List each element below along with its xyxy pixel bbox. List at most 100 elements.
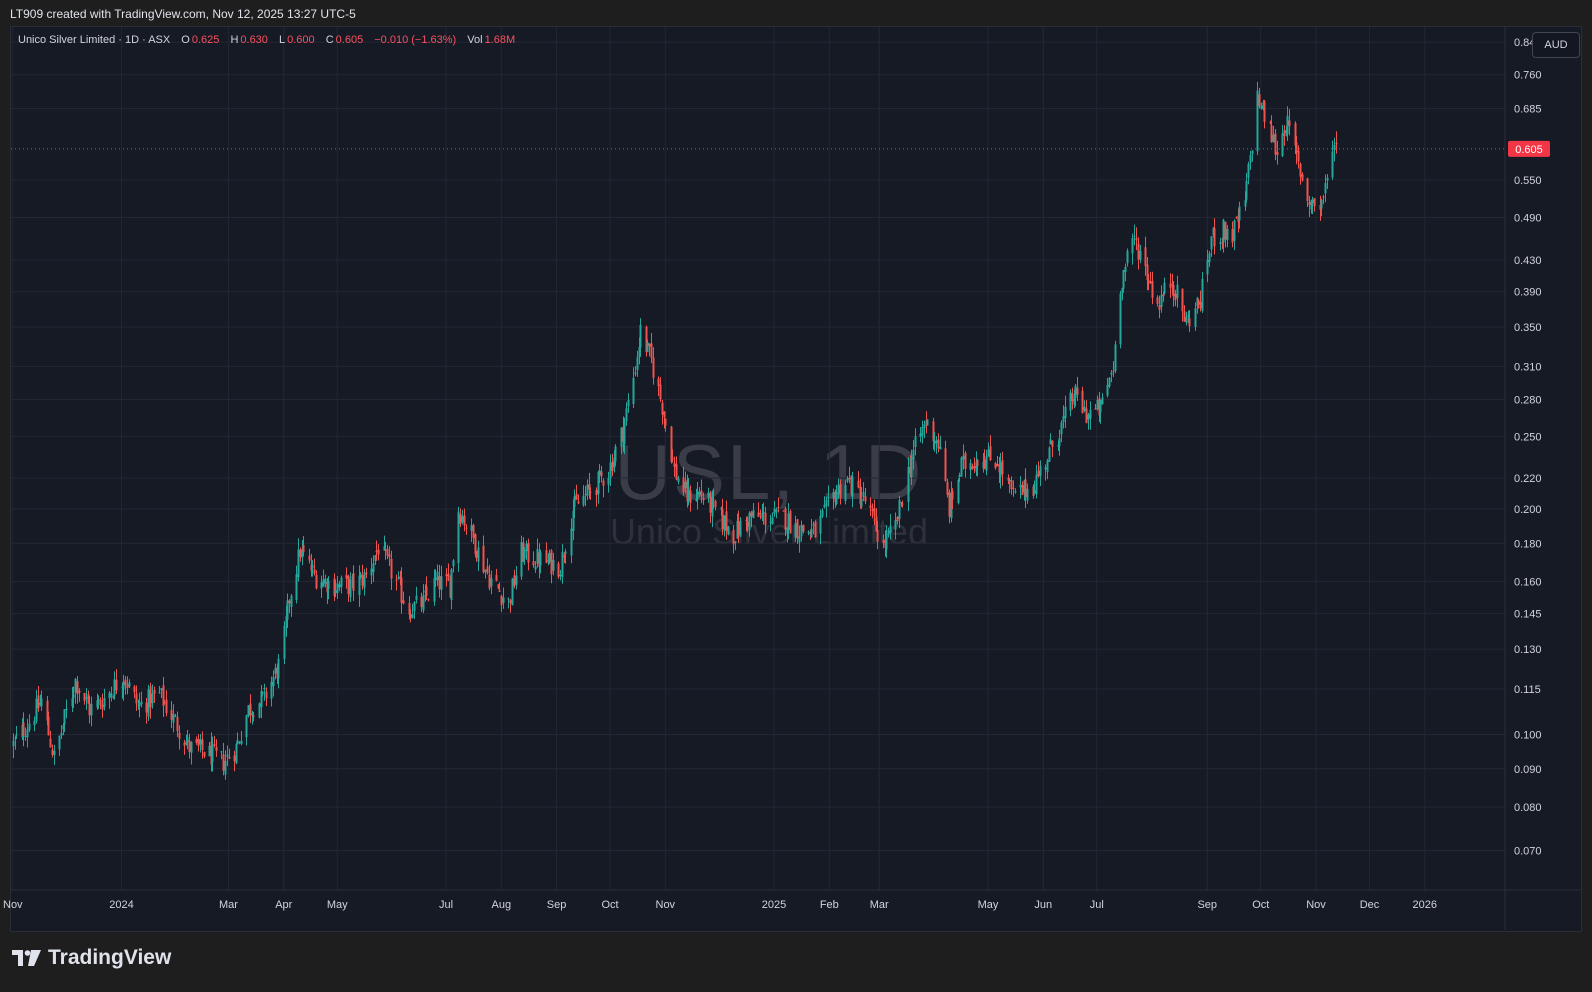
candle-body xyxy=(1069,392,1072,411)
x-tick-label: Mar xyxy=(870,899,889,911)
y-tick-label: 0.080 xyxy=(1514,802,1542,814)
candle-body xyxy=(589,491,592,493)
candle-body xyxy=(457,511,460,564)
candle-body xyxy=(1274,133,1277,155)
candle-body xyxy=(1288,120,1291,127)
candle-body xyxy=(461,516,464,523)
candle-body xyxy=(1035,474,1038,495)
candle-body xyxy=(650,343,653,359)
candle-body xyxy=(759,512,762,515)
candle-body xyxy=(334,590,337,594)
candle-body xyxy=(185,741,188,745)
candle-body xyxy=(572,510,575,531)
candle-body xyxy=(1201,278,1204,311)
candle-body xyxy=(135,693,138,704)
candle-body xyxy=(188,740,191,753)
candle-body xyxy=(520,541,523,577)
candle-body xyxy=(1060,422,1063,435)
x-tick-label: Oct xyxy=(1252,899,1269,911)
candle-body xyxy=(286,600,289,620)
x-tick-label: Jul xyxy=(439,899,453,911)
candle-body xyxy=(1172,284,1175,297)
candle-body xyxy=(1110,372,1113,375)
candle-body xyxy=(732,529,735,545)
currency-button[interactable]: AUD xyxy=(1532,32,1580,58)
legend-low-value: 0.600 xyxy=(287,34,315,46)
candle-body xyxy=(477,547,480,562)
candle-body xyxy=(46,700,49,721)
symbol-legend[interactable]: Unico Silver Limited · 1D · ASX O 0.625 H… xyxy=(18,34,523,46)
candle-body xyxy=(714,500,717,508)
candle-body xyxy=(577,501,580,504)
candle-body xyxy=(882,540,885,543)
x-tick-label: May xyxy=(978,899,999,911)
legend-volume-value: 1.68M xyxy=(484,34,516,46)
candle-body xyxy=(948,492,951,517)
candle-body xyxy=(712,499,715,501)
candle-body xyxy=(689,490,692,504)
candle-body xyxy=(1048,447,1051,462)
candle-body xyxy=(964,452,967,469)
candle-body xyxy=(575,493,578,500)
candle-body xyxy=(1051,440,1054,447)
candle-body xyxy=(1106,384,1109,396)
candle-body xyxy=(545,550,548,564)
candle-body xyxy=(390,558,393,579)
legend-open-value: 0.625 xyxy=(191,34,220,46)
candle-body xyxy=(445,574,448,576)
grid-lines xyxy=(11,27,1581,930)
candle-body xyxy=(252,715,255,718)
candle-body xyxy=(1208,253,1211,263)
candle-body xyxy=(422,594,425,611)
candle-body xyxy=(1146,264,1149,280)
candle-body xyxy=(827,496,830,498)
tradingview-logo[interactable]: TradingView xyxy=(12,946,171,970)
candle-body xyxy=(488,574,491,589)
candle-body xyxy=(447,573,450,581)
candle-body xyxy=(632,377,635,404)
candle-body xyxy=(777,507,780,509)
candle-body xyxy=(857,480,860,488)
legend-symbol[interactable]: Unico Silver Limited · 1D · ASX xyxy=(18,34,171,46)
candle-body xyxy=(297,549,300,577)
candle-body xyxy=(994,463,997,469)
candle-body xyxy=(440,576,443,590)
candle-body xyxy=(386,549,389,556)
candle-body xyxy=(383,546,386,551)
candle-body xyxy=(1263,101,1266,122)
y-tick-label: 0.200 xyxy=(1514,504,1542,516)
candle-body xyxy=(399,576,402,580)
candle-body xyxy=(973,466,976,469)
candle-body xyxy=(290,595,293,607)
candle-body xyxy=(1213,227,1216,247)
candle-body xyxy=(1185,317,1188,323)
candle-body xyxy=(384,549,387,551)
candle-body xyxy=(1238,206,1241,221)
candle-body xyxy=(170,710,173,720)
x-tick-label: Oct xyxy=(601,899,618,911)
candle-body xyxy=(438,576,441,590)
candle-body xyxy=(684,481,687,489)
candle-body xyxy=(1269,121,1272,124)
candle-body xyxy=(1194,308,1197,328)
candle-body xyxy=(1024,479,1027,498)
candle-body xyxy=(1064,406,1067,418)
candle-body xyxy=(1249,155,1252,163)
candle-body xyxy=(1199,301,1202,309)
candle-body xyxy=(889,525,892,533)
candle-body xyxy=(607,477,610,485)
candle-body xyxy=(122,681,125,690)
candle-body xyxy=(245,715,248,738)
tradingview-logo-icon xyxy=(12,950,41,966)
candle-body xyxy=(639,324,642,348)
candle-body xyxy=(851,476,854,497)
candle-body xyxy=(985,456,988,471)
candle-body xyxy=(235,744,238,764)
candle-body xyxy=(1096,399,1099,410)
candle-body xyxy=(1108,377,1111,387)
candle-body xyxy=(502,597,505,604)
candle-body xyxy=(1001,460,1004,475)
candle-body xyxy=(172,713,175,723)
candle-body xyxy=(739,520,742,537)
